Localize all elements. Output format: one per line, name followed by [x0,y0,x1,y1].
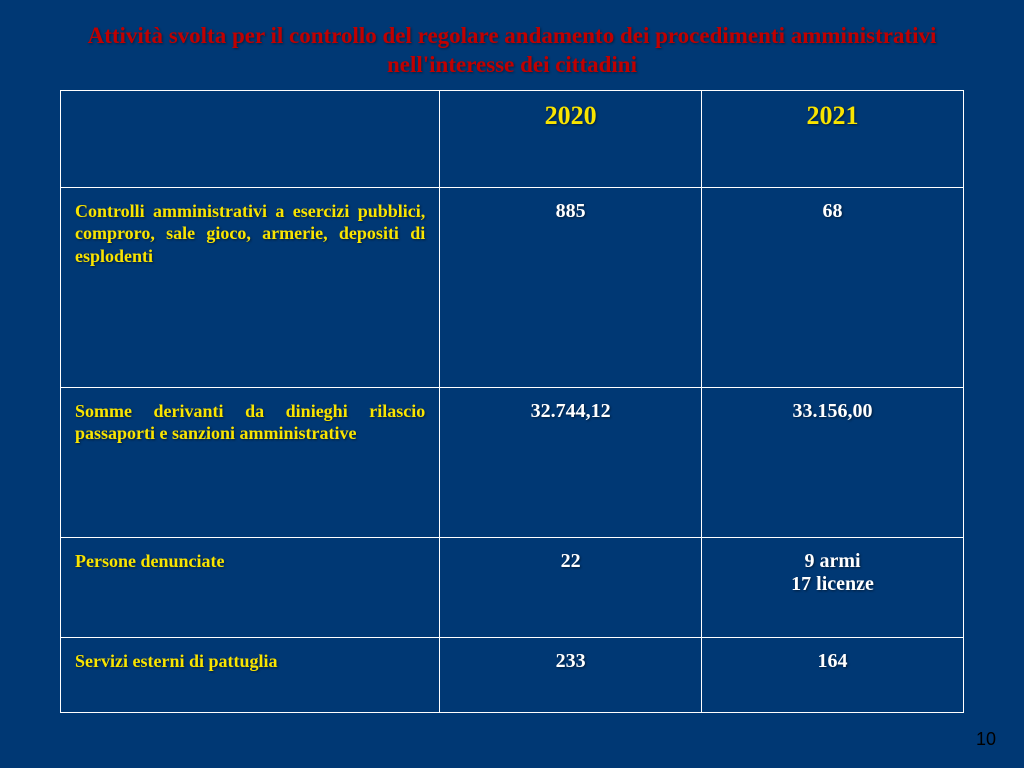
row-value-2020: 233 [440,637,702,712]
slide-title: Attività svolta per il controllo del reg… [0,0,1024,90]
row-label: Controlli amministrativi a esercizi pubb… [61,187,440,387]
table-header-blank [61,90,440,187]
row-value-2020: 32.744,12 [440,387,702,537]
row-value-2020: 22 [440,537,702,637]
data-table: 2020 2021 Controlli amministrativi a ese… [60,90,964,713]
row-value-2021: 164 [702,637,964,712]
table-row: Servizi esterni di pattuglia 233 164 [61,637,964,712]
row-value-2021: 68 [702,187,964,387]
row-label: Somme derivanti da dinieghi rilascio pas… [61,387,440,537]
table-row: Somme derivanti da dinieghi rilascio pas… [61,387,964,537]
table-header-row: 2020 2021 [61,90,964,187]
table-header-2020: 2020 [440,90,702,187]
table-header-2021: 2021 [702,90,964,187]
row-label: Persone denunciate [61,537,440,637]
table-container: 2020 2021 Controlli amministrativi a ese… [0,90,1024,713]
table-row: Controlli amministrativi a esercizi pubb… [61,187,964,387]
table-row: Persone denunciate 22 9 armi 17 licenze [61,537,964,637]
row-value-2020: 885 [440,187,702,387]
page-number: 10 [976,729,996,750]
row-value-2021: 9 armi 17 licenze [702,537,964,637]
row-label: Servizi esterni di pattuglia [61,637,440,712]
row-value-2021: 33.156,00 [702,387,964,537]
